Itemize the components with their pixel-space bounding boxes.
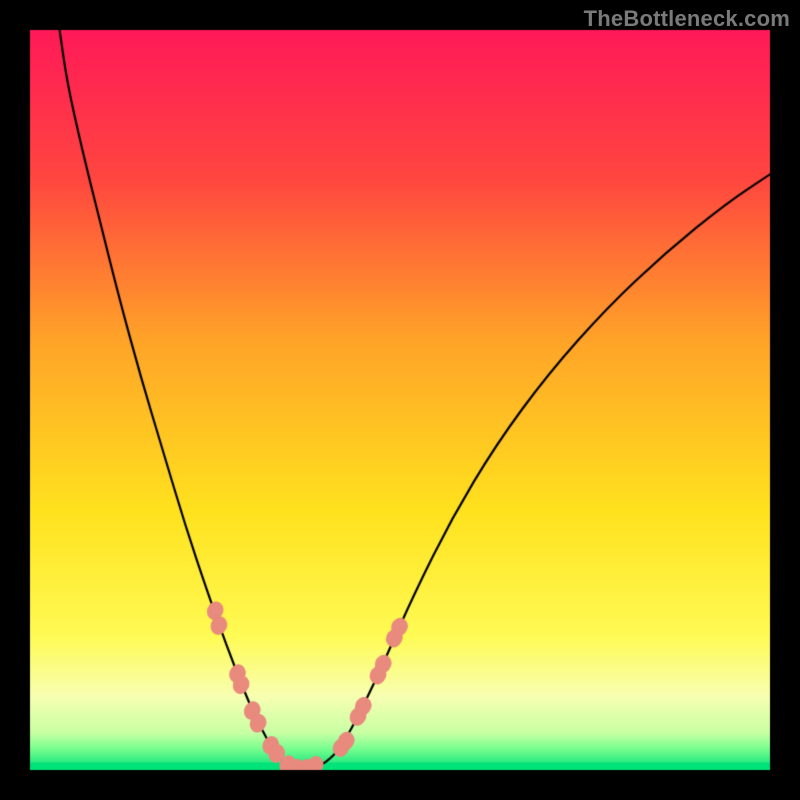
bottleneck-curve-chart xyxy=(0,0,800,800)
watermark-text: TheBottleneck.com xyxy=(584,6,790,32)
chart-root: TheBottleneck.com xyxy=(0,0,800,800)
